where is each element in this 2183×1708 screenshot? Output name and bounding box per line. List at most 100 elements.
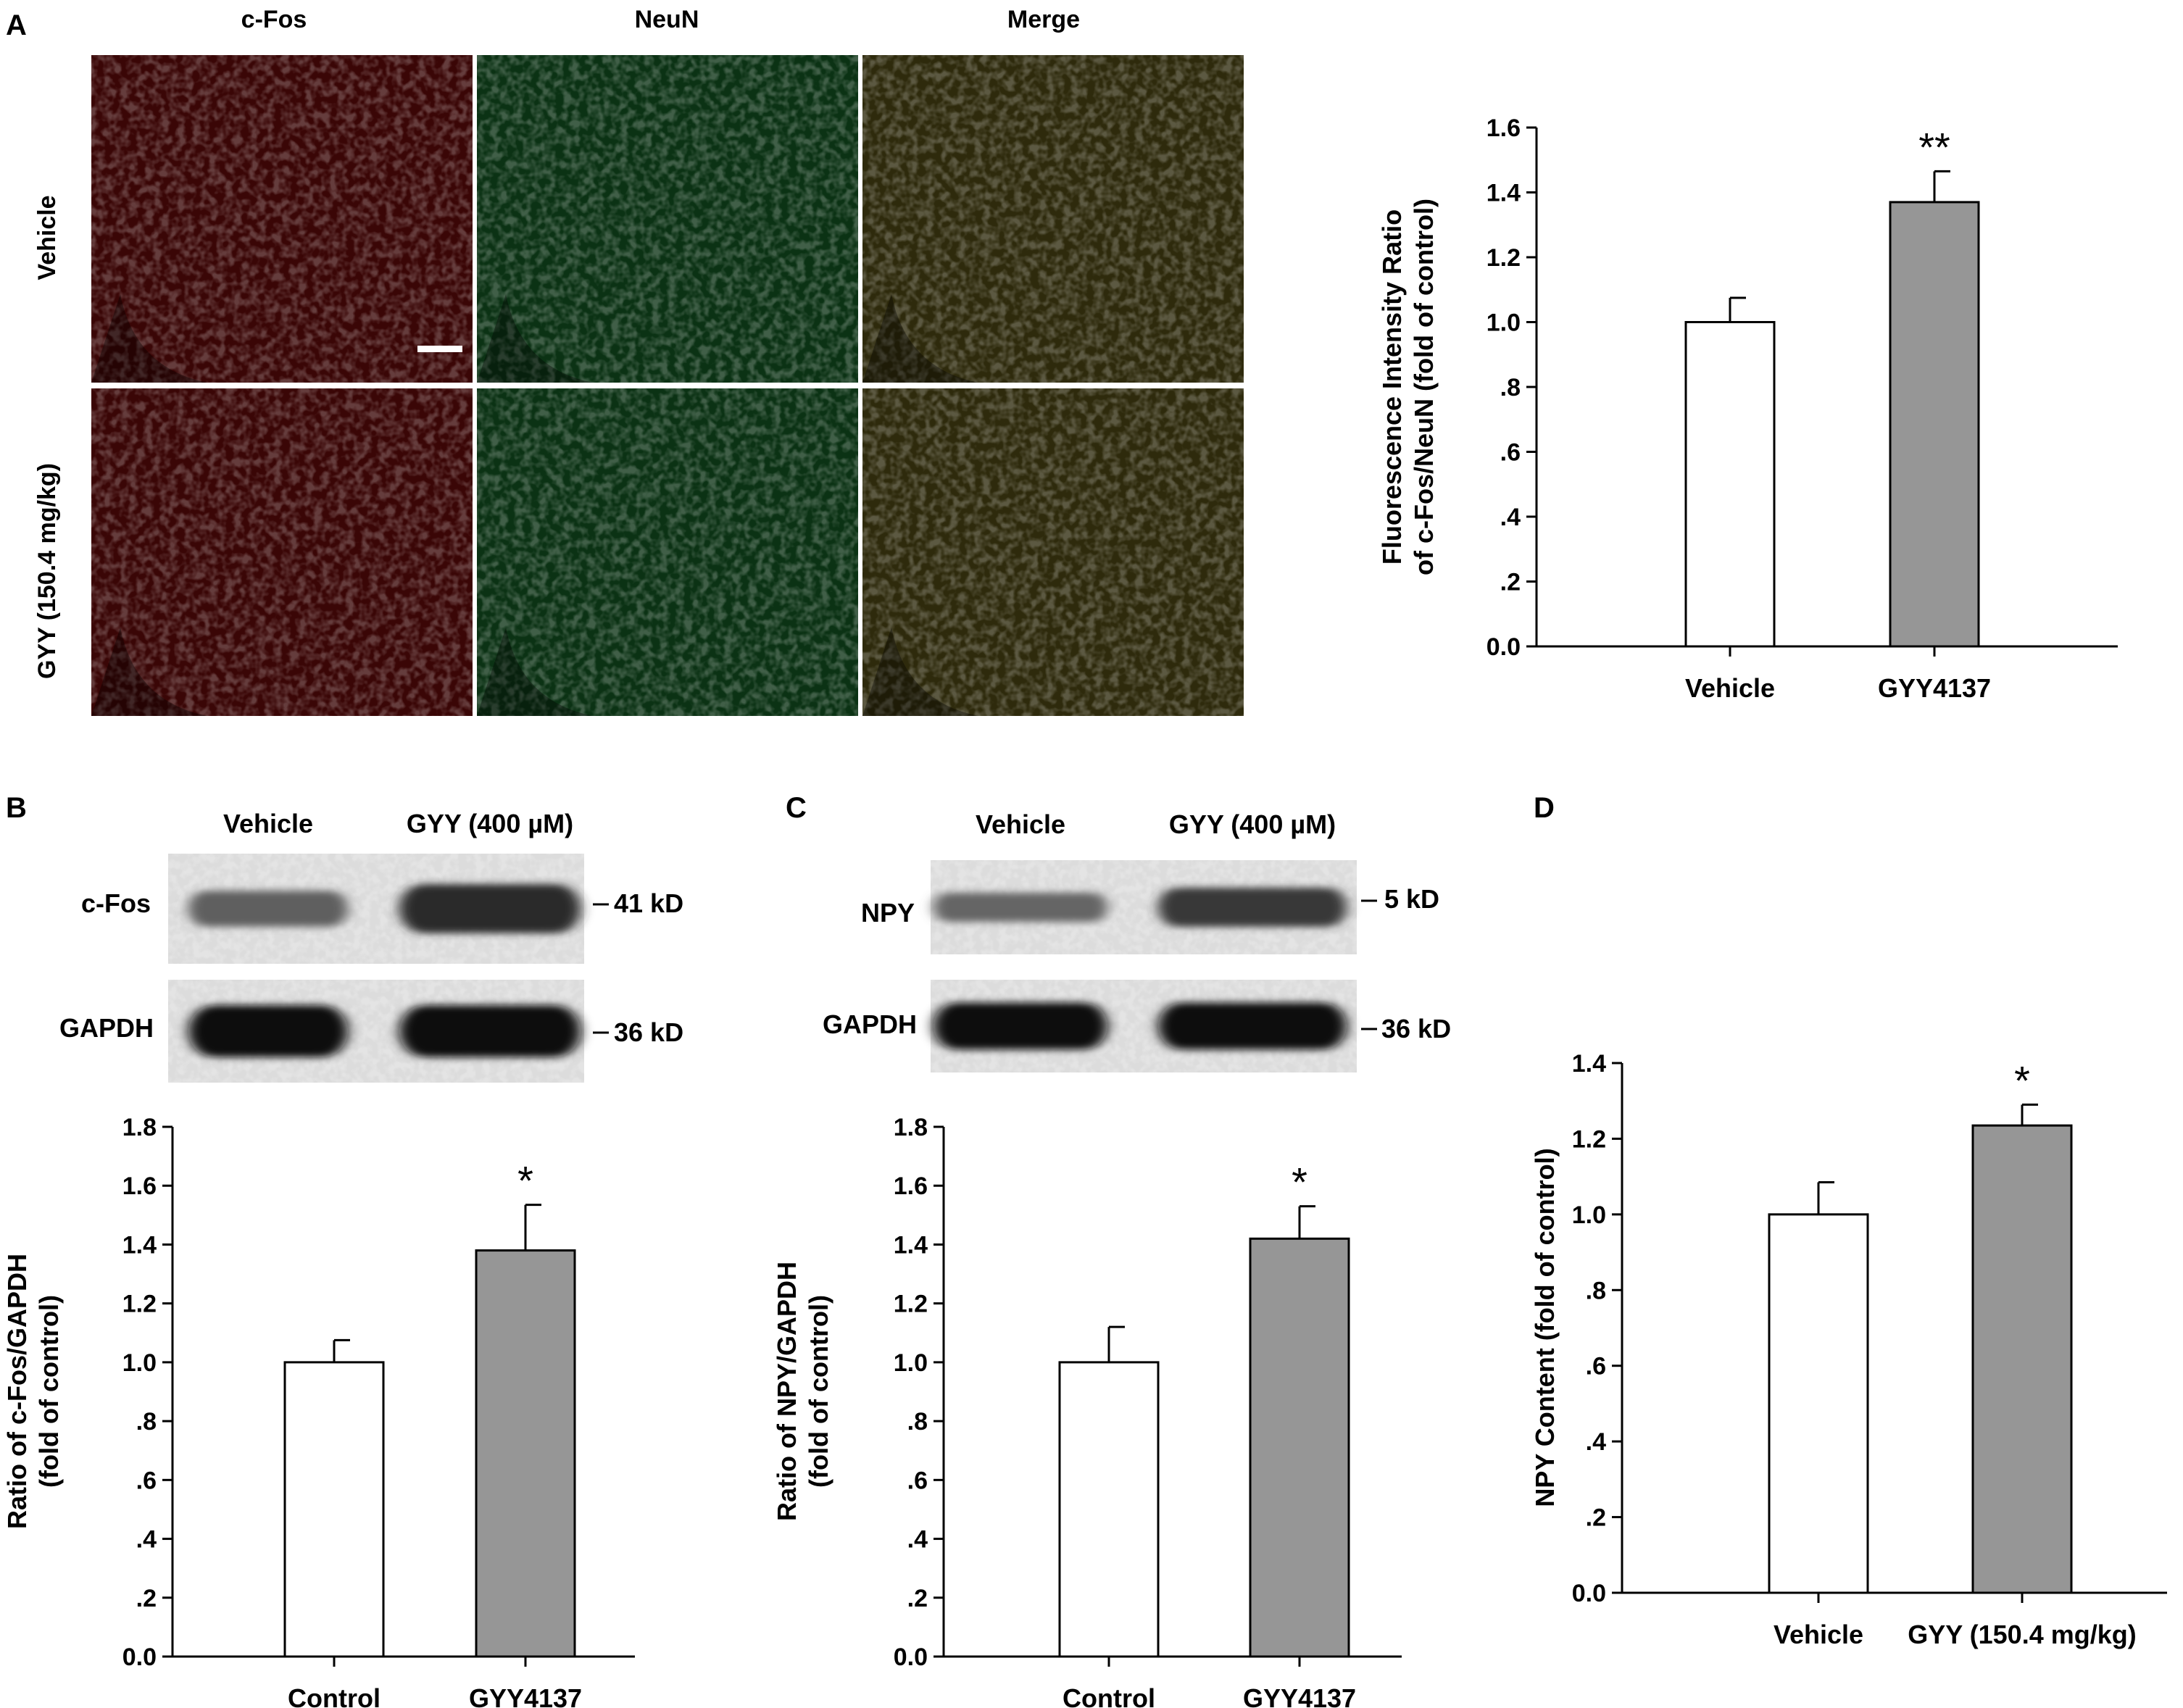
column-header-neun: NeuN (635, 6, 699, 33)
chart-b-bar-control (283, 1361, 385, 1658)
micro-tile-vehicle-merge (862, 55, 1244, 383)
chart-d-bar-gyy-150-4-mg-kg (1971, 1124, 2073, 1594)
blot-b-marker-36kd: 36 kD (614, 1017, 683, 1047)
chart-b-significance-gyy4137: * (517, 1158, 533, 1204)
panel-a-letter: A (6, 9, 27, 41)
chart-a-ytick-label-2: .4 (1500, 504, 1521, 531)
blot-c-band-gapdh-lane-1 (934, 1002, 1107, 1050)
blot-b-band-gapdh-label: GAPDH (59, 1013, 154, 1043)
chart-a-ytick-label-6: 1.2 (1486, 244, 1521, 272)
chart-a-ylabel-line-2: of c-Fos/NeuN (fold of control) (1409, 199, 1439, 575)
blot-c-band-gapdh-lane-2 (1158, 1002, 1347, 1050)
chart-c-ytick-label-7: 1.4 (894, 1231, 928, 1259)
chart-c-bar-control (1058, 1361, 1160, 1658)
bar-chart-b: 0.0 .2 .4 .6 .8 1.0 1.2 1.4 1.6 1.8 Control GYY4137… (2, 1114, 635, 1708)
chart-d-ytick-label-3: .6 (1586, 1353, 1606, 1380)
chart-a-ytick-label-1: .2 (1500, 569, 1521, 596)
micro-tile-vehicle-neun (477, 55, 858, 383)
chart-d-significance-gyy-150-4-mg-kg: * (2014, 1057, 2030, 1103)
chart-c-ytick-label-1: .2 (907, 1585, 928, 1612)
micro-tile-gyy-merge (862, 388, 1244, 716)
blot-b-band-gapdh-lane-2 (399, 1005, 581, 1057)
panel-c-letter: C (786, 792, 807, 824)
chart-c-bar-gyy4137 (1249, 1237, 1350, 1658)
bar-chart-d: 0.0 .2 .4 .6 .8 1.0 1.2 1.4 Vehicle GYY (150.4 mg… (1530, 1050, 2167, 1649)
blot-c-strip-gapdh (931, 980, 1357, 1072)
chart-c-ytick-label-5: 1.0 (894, 1349, 928, 1377)
blot-b-group-vehicle: Vehicle (223, 809, 313, 838)
micro-tile-gyy-cfos (91, 388, 473, 716)
blot-c-strip-npy (931, 860, 1357, 954)
chart-c-significance-gyy4137: * (1292, 1159, 1307, 1205)
blot-c-marker-36kd: 36 kD (1381, 1014, 1451, 1043)
chart-a-ytick-label-0: 0.0 (1486, 633, 1521, 661)
chart-d-ytick-label-1: .2 (1586, 1504, 1606, 1532)
chart-c-ytick-label-6: 1.2 (894, 1291, 928, 1318)
bar-chart-c: 0.0 .2 .4 .6 .8 1.0 1.2 1.4 1.6 1.8 Control GYY4137… (772, 1114, 1402, 1708)
chart-c-ylabel-line-1: Ratio of NPY/GAPDH (772, 1262, 802, 1521)
chart-b-ytick-label-5: 1.0 (122, 1349, 157, 1377)
chart-a-significance-gyy4137: ** (1918, 124, 1950, 170)
western-blot-c: Vehicle GYY (400 µM) NPY GAPDH 5 kD 36 k… (823, 809, 1451, 1072)
row-label-gyy: GYY (150.4 mg/kg) (33, 463, 61, 679)
chart-d-ytick-label-7: 1.4 (1572, 1050, 1606, 1078)
chart-b-bar-gyy4137 (475, 1249, 576, 1658)
blot-b-band-cfos-label: c-Fos (81, 888, 151, 918)
blot-c-group-vehicle: Vehicle (976, 809, 1065, 839)
blot-b-group-gyy: GYY (400 µM) (407, 809, 573, 838)
chart-d-ytick-label-4: .8 (1586, 1277, 1606, 1304)
chart-d-ytick-label-0: 0.0 (1572, 1580, 1606, 1607)
chart-b-ytick-label-2: .4 (136, 1526, 157, 1554)
chart-c-ytick-label-0: 0.0 (894, 1644, 928, 1671)
blot-c-band-npy-lane-2 (1158, 888, 1347, 927)
chart-c-ylabel-line-2: (fold of control) (804, 1295, 833, 1488)
chart-b-ylabel-line-2: (fold of control) (34, 1295, 64, 1488)
panel-d-letter: D (1534, 792, 1555, 824)
chart-b-ytick-label-7: 1.4 (122, 1231, 157, 1259)
chart-b-ytick-label-4: .8 (136, 1408, 157, 1436)
chart-d-bar-vehicle (1768, 1213, 1869, 1594)
chart-d-ytick-label-5: 1.0 (1572, 1201, 1606, 1229)
chart-d-xtick-label-gyy-150-4-mg-kg: GYY (150.4 mg/kg) (1908, 1620, 2136, 1649)
blot-b-band-cfos-lane-1 (188, 891, 348, 927)
chart-b-ytick-label-6: 1.2 (122, 1291, 157, 1318)
blot-c-band-npy-label: NPY (861, 898, 915, 928)
panel-b-letter: B (6, 792, 27, 824)
micro-tile-gyy-neun (477, 388, 858, 716)
chart-a-ytick-label-5: 1.0 (1486, 309, 1521, 337)
western-blot-b: Vehicle GYY (400 µM) c-Fos GAPDH 41 kD 3… (59, 809, 683, 1083)
chart-d-ylabel-line-1: NPY Content (fold of control) (1530, 1148, 1560, 1507)
column-header-merge: Merge (1007, 6, 1080, 33)
chart-b-ytick-label-1: .2 (136, 1585, 157, 1612)
chart-b-ytick-label-0: 0.0 (122, 1644, 157, 1671)
chart-c-ytick-label-2: .4 (907, 1526, 928, 1554)
chart-a-ytick-label-8: 1.6 (1486, 114, 1521, 142)
chart-b-xtick-label-control: Control (288, 1683, 381, 1708)
chart-c-xtick-label-gyy4137: GYY4137 (1243, 1683, 1356, 1708)
chart-c-xtick-label-control: Control (1063, 1683, 1155, 1708)
chart-a-ylabel-line-1: Fluorescence Intensity Ratio (1377, 209, 1407, 565)
chart-a-ytick-label-4: .8 (1500, 374, 1521, 401)
scale-bar (417, 346, 462, 352)
blot-b-band-cfos-lane-2 (399, 884, 581, 933)
chart-c-ytick-label-4: .8 (907, 1408, 928, 1436)
blot-b-strip-cfos (168, 854, 584, 964)
blot-c-band-gapdh-label: GAPDH (823, 1009, 917, 1039)
chart-a-ytick-label-7: 1.4 (1486, 180, 1521, 207)
chart-b-ytick-label-9: 1.8 (122, 1114, 157, 1141)
chart-a-ytick-label-3: .6 (1500, 439, 1521, 467)
chart-b-xtick-label-gyy4137: GYY4137 (469, 1683, 582, 1708)
chart-a-bar-gyy4137 (1889, 201, 1980, 648)
chart-d-ytick-label-2: .4 (1586, 1428, 1606, 1456)
chart-b-ylabel-line-1: Ratio of c-Fos/GAPDH (2, 1254, 32, 1529)
blot-c-marker-5kd: 5 kD (1384, 884, 1439, 914)
bar-chart-a: 0.0 .2 .4 .6 .8 1.0 1.2 1.4 1.6 Vehicle GYY4137 ** F… (1377, 114, 2118, 703)
chart-d-xtick-label-vehicle: Vehicle (1774, 1620, 1863, 1649)
blot-b-band-gapdh-lane-1 (188, 1005, 348, 1057)
row-label-vehicle: Vehicle (33, 195, 61, 280)
immunofluorescence-grid: c-Fos NeuN Merge Vehicle GYY (150.4 mg/k… (33, 6, 1244, 716)
chart-a-xtick-label-vehicle: Vehicle (1685, 673, 1775, 703)
chart-c-ytick-label-9: 1.8 (894, 1114, 928, 1141)
micro-tile-vehicle-cfos (91, 55, 473, 383)
